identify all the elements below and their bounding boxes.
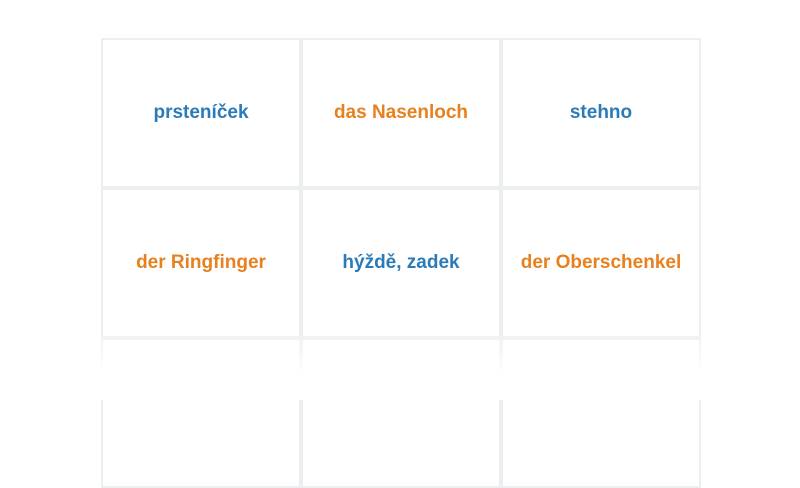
card-der-ringfinger[interactable]: der Ringfinger — [101, 188, 301, 338]
card-prstenicek[interactable]: prsteníček — [101, 38, 301, 188]
card-der-oberschenkel[interactable]: der Oberschenkel — [501, 188, 701, 338]
card-hidden[interactable] — [301, 338, 501, 488]
matching-card-grid: prsteníček das Nasenloch stehno der Ring… — [101, 38, 701, 488]
card-hidden[interactable] — [101, 338, 301, 488]
card-das-nasenloch[interactable]: das Nasenloch — [301, 38, 501, 188]
card-hidden[interactable] — [501, 338, 701, 488]
card-hyzde-zadek[interactable]: hýždě, zadek — [301, 188, 501, 338]
card-stehno[interactable]: stehno — [501, 38, 701, 188]
